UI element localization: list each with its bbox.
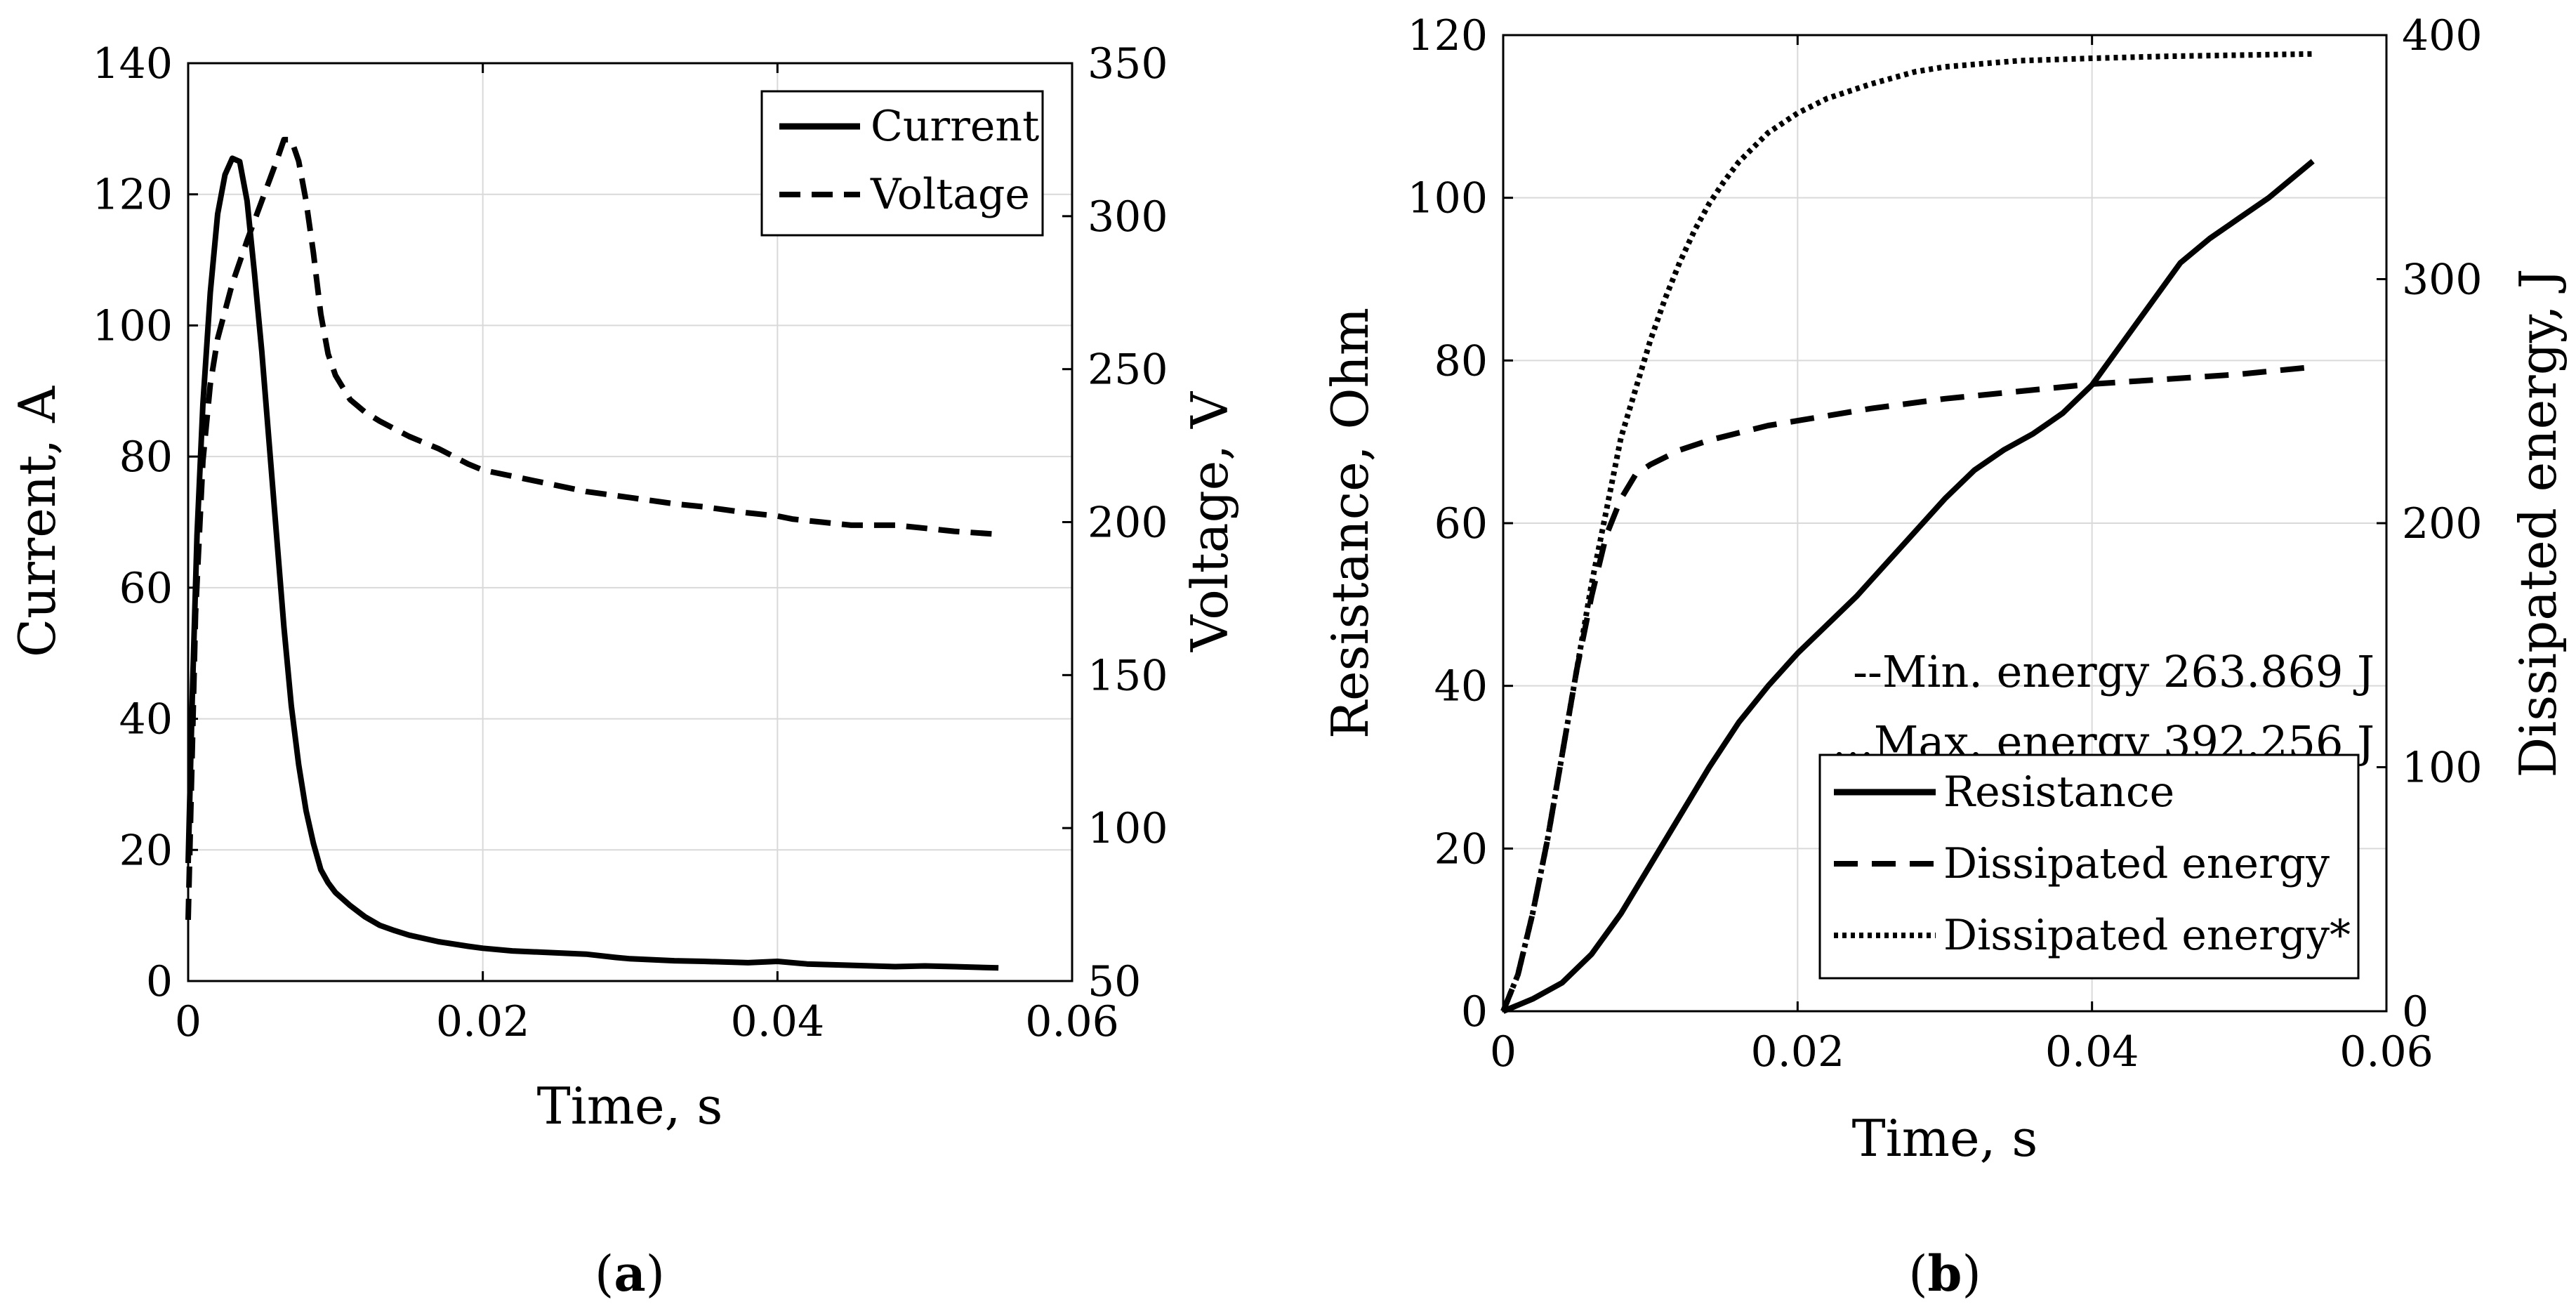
y-tick-label: 0 — [146, 957, 173, 1006]
panel-label-a: a — [614, 1244, 645, 1303]
y-axis-label-b: Resistance, Ohm — [1321, 308, 1380, 739]
y-tick-label: 60 — [1434, 499, 1488, 548]
y-tick-label: 60 — [119, 564, 173, 613]
y-axis-label-a: Current, A — [8, 386, 67, 657]
legend-b: Resistance Dissipated energy Dissipated … — [1818, 754, 2360, 980]
legend-a: Current Voltage — [760, 90, 1044, 237]
series-line-dissipated-energy — [1500, 364, 2313, 1013]
y-tick-label: 0 — [1461, 987, 1488, 1037]
series-layer-a — [185, 136, 999, 971]
legend-label-voltage: Voltage — [870, 170, 1030, 219]
y2-tick-label: 300 — [1088, 192, 1168, 242]
y-tick-label: 100 — [92, 301, 173, 350]
ticks-b: 0 0.02 0.04 0.06020406080100120010020030040… — [1407, 11, 2482, 1077]
y-tick-label: 140 — [92, 39, 173, 88]
y2-tick-label: 100 — [2402, 744, 2483, 793]
series-line-current — [185, 155, 999, 971]
panel-a: 0 0.02 0.04 0.06 0 20 40 60 80 100 120 140 50 100 150 2… — [8, 39, 1239, 1303]
legend-label-dissipated-energy-star: Dissipated energy* — [1943, 911, 2351, 960]
ticks-a: 0 0.02 0.04 0.06 0 20 40 60 80 100 120 140 50 100 150 2… — [92, 39, 1168, 1046]
x-tick-label: 0 — [175, 997, 202, 1046]
legend-label-current: Current — [871, 102, 1039, 151]
legend-box-b — [1818, 754, 2360, 980]
y-tick-label: 40 — [1434, 662, 1488, 711]
x-tick-label: 0 — [1490, 1027, 1517, 1077]
y2-tick-label: 300 — [2402, 256, 2483, 305]
y2-tick-label: 400 — [2402, 11, 2483, 60]
legend-label-resistance: Resistance — [1943, 768, 2174, 817]
x-tick-label: 0.04 — [2045, 1027, 2139, 1077]
x-tick-label: 0.02 — [436, 997, 530, 1046]
y2-axis-label-a: Voltage, V — [1180, 390, 1239, 652]
x-axis-label-b: Time, s — [1852, 1109, 2038, 1168]
series-line-voltage — [185, 136, 999, 920]
y-tick-label: 100 — [1407, 174, 1488, 223]
series-line-resistance — [1502, 159, 2315, 1014]
y2-tick-label: 200 — [1088, 499, 1168, 548]
y2-axis-label-b: Dissipated energy, J — [2509, 268, 2568, 777]
y2-tick-label: 350 — [1088, 39, 1168, 88]
series-layer-b — [1500, 51, 2315, 1014]
x-tick-label: 0.06 — [2339, 1027, 2433, 1077]
x-tick-label: 0.04 — [731, 997, 825, 1046]
y2-tick-label: 200 — [2402, 499, 2483, 548]
legend-label-dissipated-energy: Dissipated energy — [1943, 839, 2330, 888]
y-tick-label: 20 — [119, 826, 173, 875]
x-tick-label: 0.06 — [1025, 997, 1119, 1046]
series-line-dissipated-energy-star — [1500, 51, 2313, 1013]
y-tick-label: 40 — [119, 695, 173, 744]
panel-caption-a: (a) — [595, 1244, 665, 1303]
y-tick-label: 20 — [1434, 824, 1488, 874]
y-tick-label: 120 — [1407, 11, 1488, 60]
y-tick-label: 120 — [92, 171, 173, 220]
legend-box-a — [760, 90, 1044, 237]
annotation-min-energy: --Min. energy 263.869 J — [1853, 646, 2374, 697]
x-tick-label: 0.02 — [1751, 1027, 1845, 1077]
y2-tick-label: 0 — [2402, 987, 2429, 1037]
y2-tick-label: 250 — [1088, 346, 1168, 395]
panel-label-b: b — [1928, 1244, 1962, 1303]
x-axis-label-a: Time, s — [537, 1077, 723, 1136]
y2-tick-label: 50 — [1088, 957, 1141, 1006]
y-tick-label: 80 — [1434, 336, 1488, 386]
y2-tick-label: 150 — [1088, 651, 1168, 700]
panel-b: 0 0.02 0.04 0.06020406080100120010020030040… — [1321, 11, 2568, 1303]
y2-tick-label: 100 — [1088, 804, 1168, 853]
y-tick-label: 80 — [119, 433, 173, 482]
panel-caption-b: (b) — [1908, 1244, 1981, 1303]
